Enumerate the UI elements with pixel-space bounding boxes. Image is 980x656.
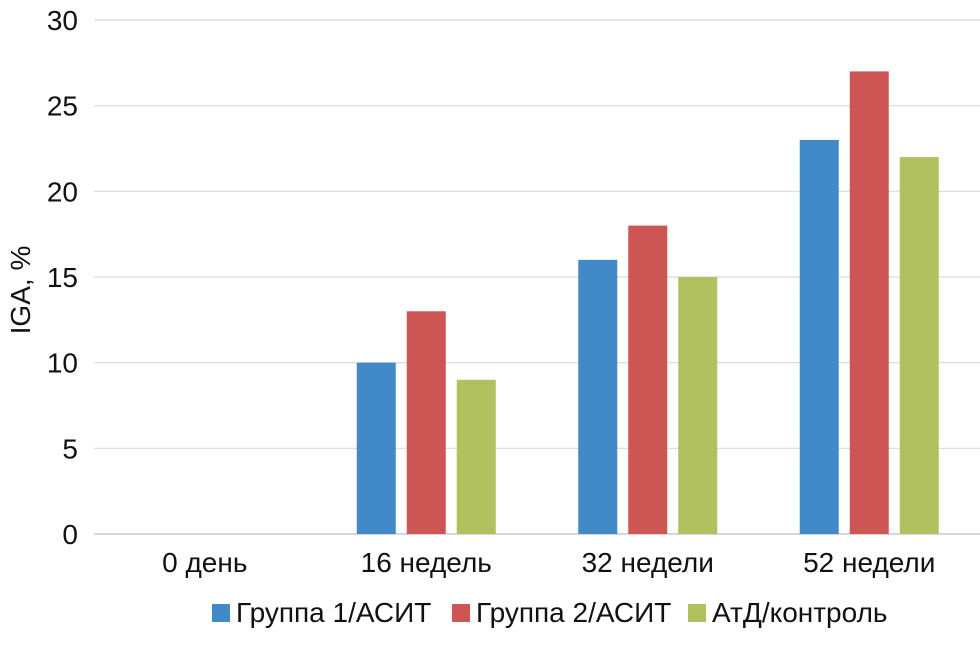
bar-3-4	[899, 157, 939, 535]
y-tick-label-5: 5	[62, 433, 78, 464]
y-axis-ticks: 0 5 10 15 20 25 30	[47, 5, 78, 550]
x-category-label: 52 недели	[803, 547, 935, 578]
y-tick-label-15: 15	[47, 262, 78, 293]
y-tick-label-20: 20	[47, 176, 78, 207]
bar-3-2	[456, 379, 496, 534]
legend-label-3: АтД/контроль	[712, 597, 888, 628]
legend-label-2: Группа 2/АСИТ	[476, 597, 671, 628]
legend-label-1: Группа 1/АСИТ	[236, 597, 431, 628]
bar-2-3	[628, 225, 668, 534]
x-axis-categories: 0 день 16 недель 32 недели 52 недели	[162, 547, 935, 578]
legend-swatch-1	[212, 604, 230, 622]
x-category-label: 16 недель	[361, 547, 492, 578]
legend-swatch-3	[688, 604, 706, 622]
legend: Группа 1/АСИТ Группа 2/АСИТ АтД/контроль	[212, 597, 888, 628]
x-category-label: 32 недели	[582, 547, 714, 578]
legend-swatch-2	[452, 604, 470, 622]
bars	[356, 71, 939, 535]
y-tick-label-0: 0	[62, 519, 78, 550]
bar-2-4	[849, 71, 889, 535]
gridlines	[94, 19, 980, 535]
bar-3-3	[678, 277, 718, 534]
bar-2-2	[406, 311, 446, 534]
bar-1-4	[799, 139, 839, 534]
bar-1-2	[356, 362, 396, 534]
x-category-label: 0 день	[162, 547, 247, 578]
y-tick-label-10: 10	[47, 348, 78, 379]
y-tick-label-30: 30	[47, 5, 78, 36]
y-tick-label-25: 25	[47, 91, 78, 122]
bar-1-3	[578, 259, 618, 534]
y-axis-title: IGA, %	[5, 246, 36, 335]
